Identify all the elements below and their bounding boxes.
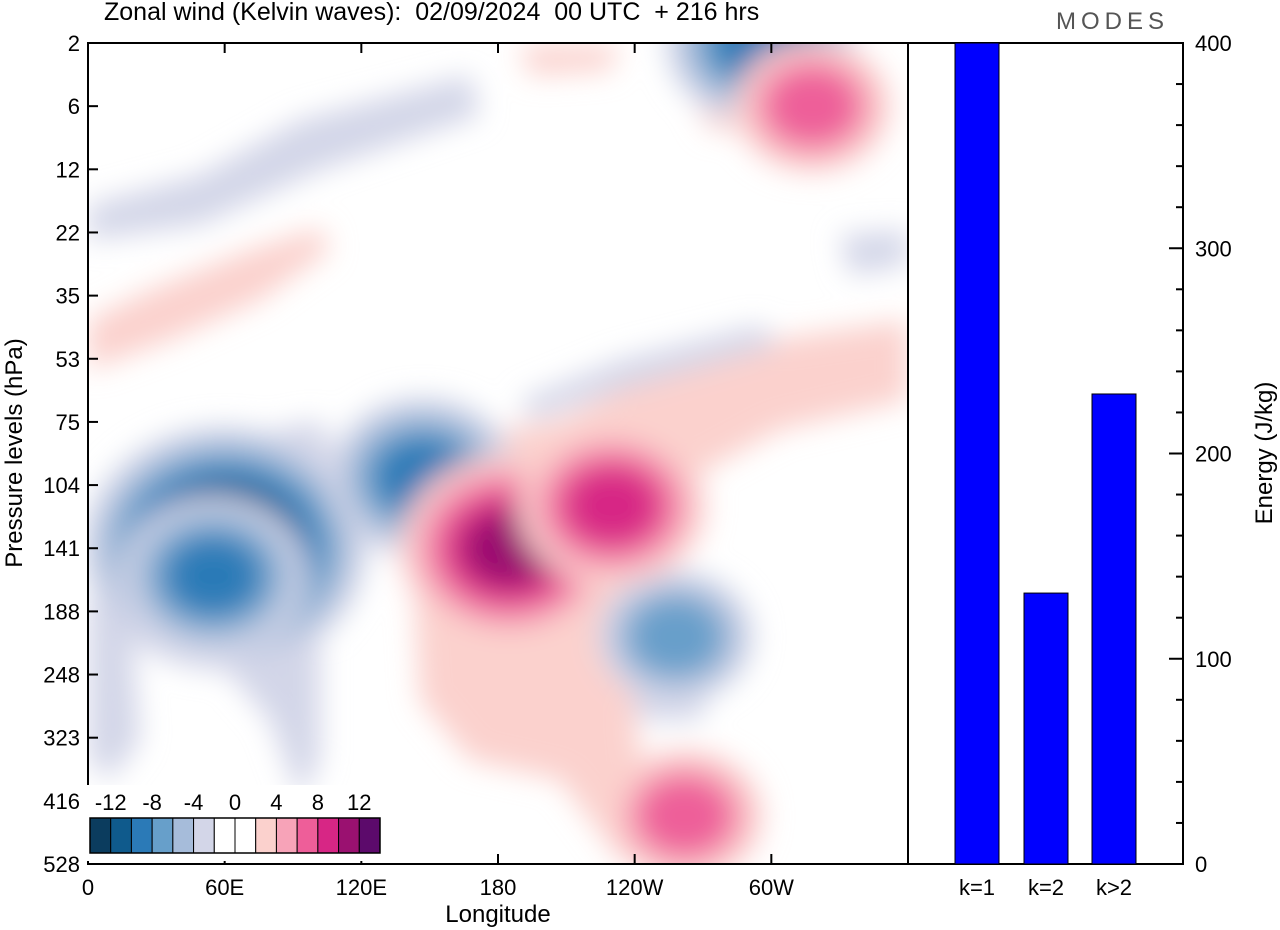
heatmap-feature-3-level-3	[629, 598, 722, 675]
colorbar: -12 -8 -4 0 4 8 12	[86, 785, 384, 861]
x-tick-label-1: 60E	[205, 875, 244, 900]
y-tick-label-12: 12	[56, 157, 80, 182]
colorbar-swatch-10	[296, 817, 319, 854]
bar-category-label-k=1: k=1	[959, 875, 995, 900]
colorbar-label-6: 12	[347, 790, 371, 815]
colorbar-frame	[89, 817, 381, 854]
colorbar-swatch-7	[234, 817, 257, 854]
x-tick-label-4: 120W	[606, 875, 664, 900]
bar-category-label-k>2: k>2	[1096, 875, 1132, 900]
colorbar-swatch-1	[110, 817, 132, 854]
heatmap-band-8	[840, 230, 908, 275]
colorbar-swatch-4	[172, 817, 195, 854]
y-tick-label-53: 53	[56, 347, 80, 372]
brand-logo: MODES	[1056, 8, 1170, 35]
chart-title: Zonal wind (Kelvin waves): 02/09/2024 00…	[104, 0, 760, 26]
bar-y-tick-label-400: 400	[1195, 31, 1232, 56]
heatmap-feature-8-level-3	[766, 68, 859, 145]
heatmap-feature-1-level-4	[167, 537, 260, 614]
heatmap-blobs	[88, 43, 908, 864]
x-tick-label-0: 0	[82, 875, 94, 900]
energy-bar-chart: k=1 k=2 k>2 0 100 200 300 400 Energy (J/kg)	[907, 31, 1278, 900]
colorbar-swatch-6	[213, 817, 236, 854]
bar-y-tick-label-200: 200	[1195, 442, 1232, 467]
y-axis-label: Pressure levels (hPa)	[1, 338, 28, 567]
y-tick-label-75: 75	[56, 410, 80, 435]
y-tick-label-528: 528	[43, 852, 80, 877]
heatmap-band-5	[88, 600, 140, 780]
y-tick-label-141: 141	[43, 536, 80, 561]
colorbar-swatch-2	[130, 817, 153, 854]
energy-bar-k>2	[1091, 393, 1137, 865]
colorbar-swatch-13	[358, 817, 381, 854]
colorbar-label-5: 8	[312, 790, 324, 815]
y-tick-label-416: 416	[43, 789, 80, 814]
x-axis-label: Longitude	[445, 901, 550, 928]
x-tick-label-5: 60W	[749, 875, 794, 900]
heatmap-band-0	[88, 228, 330, 370]
y-tick-label-248: 248	[43, 663, 80, 688]
y-tick-label-6: 6	[68, 94, 80, 119]
colorbar-label-1: -8	[142, 790, 162, 815]
x-tick-label-2: 120E	[336, 875, 387, 900]
heatmap-band-9	[520, 45, 620, 75]
colorbar-label-2: -4	[184, 790, 204, 815]
colorbar-swatch-3	[151, 817, 174, 854]
y-tick-label-2: 2	[68, 31, 80, 56]
energy-bar-k=2	[1023, 592, 1069, 865]
colorbar-label-4: 4	[270, 790, 282, 815]
colorbar-label-0: -12	[95, 790, 127, 815]
colorbar-swatch-5	[193, 817, 215, 854]
colorbar-swatch-0	[89, 817, 112, 854]
y-tick-label-323: 323	[43, 726, 80, 751]
heatmap-band-3	[520, 325, 780, 420]
colorbar-label-3: 0	[229, 790, 241, 815]
heatmap-band-1	[88, 75, 480, 240]
y-tick-label-35: 35	[56, 284, 80, 309]
colorbar-swatch-12	[338, 817, 360, 854]
y-tick-label-188: 188	[43, 599, 80, 624]
bar-y-axis-label: Energy (J/kg)	[1251, 382, 1278, 525]
colorbar-swatch-8	[255, 817, 277, 854]
colorbar-swatch-11	[317, 817, 340, 854]
energy-bar-k=1	[954, 42, 1000, 865]
bar-y-tick-label-100: 100	[1195, 647, 1232, 672]
y-tick-label-22: 22	[56, 220, 80, 245]
bar-y-tick-label-300: 300	[1195, 236, 1232, 261]
heatmap-field	[88, 43, 908, 864]
heatmap-feature-7-level-3	[638, 777, 731, 854]
bar-category-label-k=2: k=2	[1028, 875, 1064, 900]
x-tick-label-3: 180	[480, 875, 517, 900]
y-tick-label-104: 104	[43, 473, 80, 498]
colorbar-swatch-9	[275, 817, 298, 854]
heatmap-feature-6-level-4	[565, 467, 658, 544]
bar-y-tick-label-0: 0	[1195, 852, 1207, 877]
